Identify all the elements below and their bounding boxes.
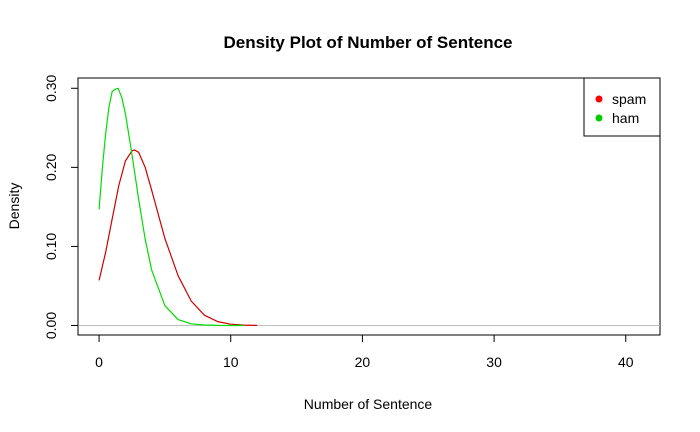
legend-marker-ham [595, 114, 603, 122]
legend: spam ham [583, 77, 661, 137]
x-tick-label: 30 [486, 354, 502, 370]
series-layer [98, 87, 258, 327]
y-tick-label: 0.30 [43, 74, 59, 101]
y-tick-label: 0.20 [43, 154, 59, 181]
y-axis: 0.00 0.10 0.20 0.30 [43, 74, 79, 339]
plot-area-border [77, 77, 661, 336]
x-tick-label: 20 [355, 354, 371, 370]
x-axis: 0 10 20 30 40 [95, 334, 634, 370]
y-tick-label: 0.10 [43, 233, 59, 260]
x-tick-label: 10 [223, 354, 239, 370]
y-axis-label: Density [6, 183, 22, 230]
series-line-spam [98, 149, 258, 326]
series-line-ham [98, 87, 244, 327]
x-axis-label: Number of Sentence [304, 396, 433, 412]
x-tick-label: 40 [618, 354, 634, 370]
y-tick-label: 0.00 [43, 312, 59, 339]
legend-marker-spam [595, 95, 603, 103]
chart-title: Density Plot of Number of Sentence [223, 33, 512, 52]
x-tick-label: 0 [95, 354, 103, 370]
legend-label-ham: ham [612, 110, 639, 126]
legend-label-spam: spam [612, 91, 646, 107]
legend-box [583, 77, 661, 137]
